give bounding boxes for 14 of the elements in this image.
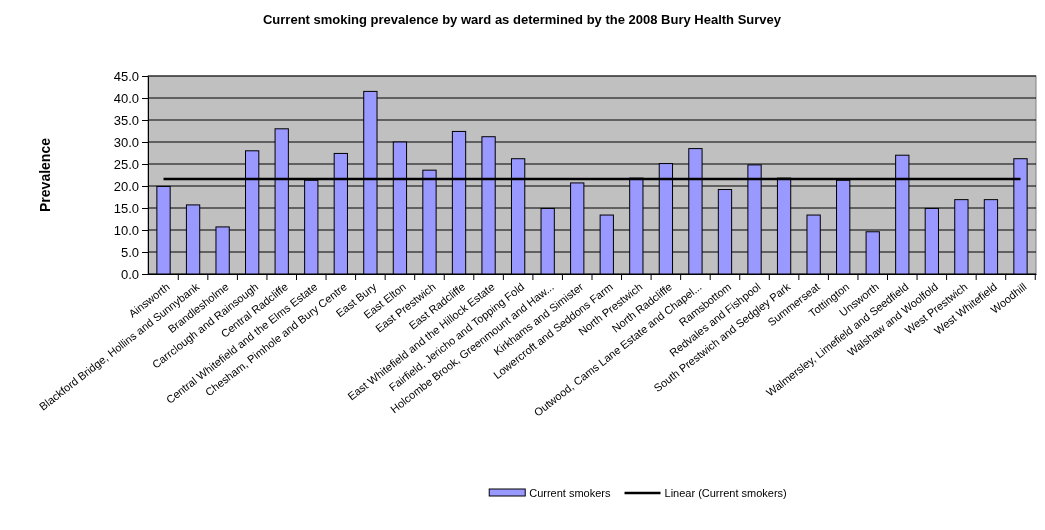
y-tick-label: 45.0 [113,68,139,84]
y-tick-label: 10.0 [113,222,139,238]
y-tick-label: 5.0 [120,244,139,260]
legend-label: Current smokers [529,487,612,499]
y-axis-title: Prevalence [37,137,53,212]
y-tick-label: 25.0 [113,156,139,172]
y-tick-label: 20.0 [113,178,139,194]
y-tick-label: 35.0 [113,112,139,128]
y-tick-label: 30.0 [113,134,139,150]
y-tick-label: 40.0 [113,90,139,106]
legend-label: Linear (Current smokers) [664,487,787,499]
y-tick-label: 0.0 [120,266,139,282]
y-tick-label: 15.0 [113,200,139,216]
chart-title: Current smoking prevalence by ward as determined by the 2008 Bury Health Survey [262,12,782,27]
